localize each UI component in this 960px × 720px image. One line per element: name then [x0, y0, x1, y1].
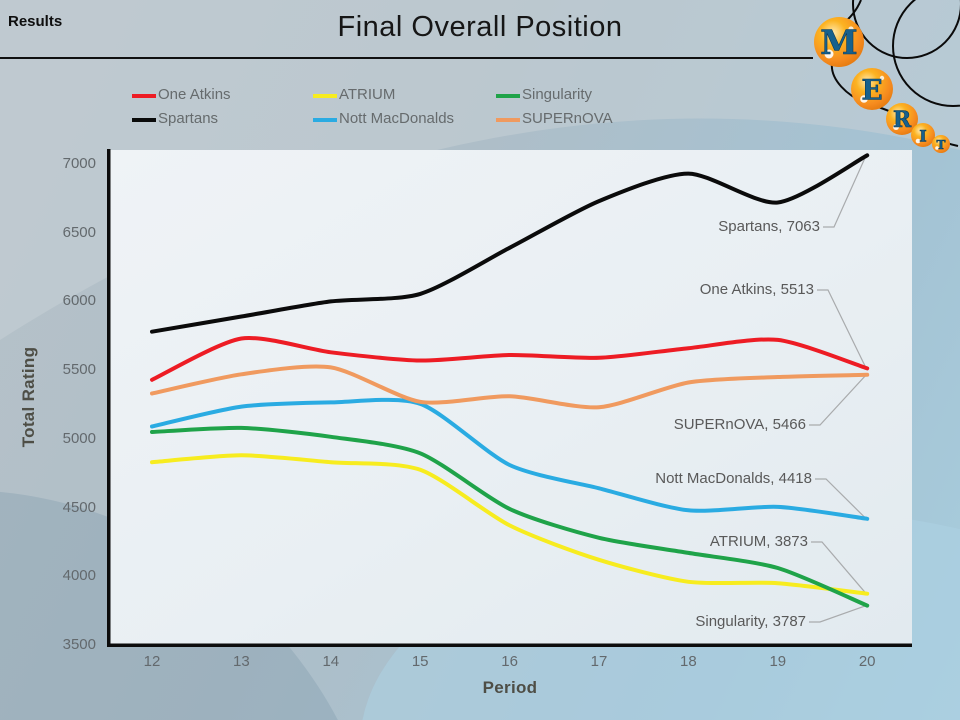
logo-ring-circle — [852, 0, 960, 59]
page-title: Final Overall Position — [337, 11, 623, 43]
x-tick-label: 20 — [858, 653, 876, 670]
legend-swatch — [132, 118, 156, 122]
chart-legend: One Atkins ATRIUM Singularity Spartans Nott … — [132, 86, 706, 132]
y-tick-label: 6000 — [62, 292, 96, 310]
annotation-leader — [815, 478, 867, 520]
series-lines — [150, 153, 870, 608]
legend-item: Spartans — [132, 110, 313, 132]
legend-swatch — [496, 118, 520, 122]
series-line-spartans — [150, 153, 870, 334]
legend-item: Singularity — [496, 86, 706, 108]
x-tick-label: 19 — [769, 653, 787, 670]
logo-ball-m: M — [814, 17, 864, 67]
legend-label: Nott MacDonalds — [339, 110, 455, 127]
data-label-one-atkins: One Atkins, 5513 — [699, 281, 814, 298]
data-label-supernova: SUPERnOVA, 5466 — [673, 416, 806, 433]
series-line-supernova — [150, 364, 870, 410]
legend-swatch — [496, 94, 520, 98]
x-tick-label: 13 — [233, 653, 250, 670]
annotation-leader — [809, 374, 867, 426]
y-tick-label: 7000 — [62, 155, 96, 172]
data-label-spartans: Spartans, 7063 — [718, 218, 820, 235]
x-tick-label: 18 — [680, 653, 697, 670]
y-tick-label: 4000 — [62, 567, 96, 585]
series-line-singularity — [150, 425, 870, 608]
x-axis-line — [107, 643, 912, 647]
series-line-atrium — [150, 453, 870, 596]
legend-swatch — [313, 94, 337, 98]
legend-item: SUPERnOVA — [496, 110, 706, 132]
svg-text:E: E — [861, 74, 882, 107]
y-tick-label: 3500 — [62, 636, 96, 653]
header-divider — [0, 57, 813, 59]
x-tick-label: 17 — [590, 653, 608, 670]
logo-ball-e: E — [851, 68, 893, 110]
legend-label: ATRIUM — [339, 86, 396, 103]
svg-text:T: T — [937, 138, 946, 152]
legend-label: SUPERnOVA — [522, 110, 613, 127]
annotation-leader — [811, 541, 867, 595]
annotation-leader — [809, 605, 867, 623]
legend-item: Nott MacDonalds — [313, 110, 496, 132]
data-label-nott-macdonalds: Nott MacDonalds, 4418 — [655, 470, 812, 487]
y-tick-label: 4500 — [62, 498, 96, 516]
svg-text:R: R — [893, 107, 912, 133]
legend-item: ATRIUM — [313, 86, 496, 108]
annotation-leader — [817, 289, 867, 369]
annotation-leader-lines — [809, 155, 867, 623]
x-tick-label: 16 — [501, 653, 518, 670]
legend-swatch — [132, 94, 156, 98]
annotation-leader — [823, 155, 867, 228]
y-tick-label: 6500 — [62, 223, 96, 241]
y-tick-label: 5000 — [62, 429, 96, 447]
x-axis-title: Period — [482, 678, 538, 697]
legend-label: Spartans — [158, 110, 219, 127]
legend-label: One Atkins — [158, 86, 231, 103]
logo-ball-r: R — [886, 103, 918, 135]
series-line-one-atkins — [150, 335, 870, 382]
logo-ball-i: I — [911, 123, 935, 147]
x-tick-label: 12 — [143, 653, 161, 670]
data-label-singularity: Singularity, 3787 — [695, 613, 806, 630]
svg-text:I: I — [919, 127, 926, 146]
legend-item: One Atkins — [132, 86, 313, 108]
y-axis-line — [107, 149, 111, 646]
logo-ball-t: T — [932, 135, 950, 153]
legend-swatch — [313, 118, 337, 122]
series-line-nott-macdonalds — [150, 397, 870, 521]
x-tick-label: 14 — [322, 653, 340, 670]
data-label-atrium: ATRIUM, 3873 — [709, 533, 808, 550]
svg-text:M: M — [820, 23, 858, 63]
y-tick-label: 5500 — [62, 361, 96, 379]
slide-eyebrow: Results — [8, 13, 63, 30]
legend-label: Singularity — [522, 86, 593, 103]
x-tick-label: 15 — [411, 653, 429, 670]
logo-ring-circle — [892, 0, 960, 107]
